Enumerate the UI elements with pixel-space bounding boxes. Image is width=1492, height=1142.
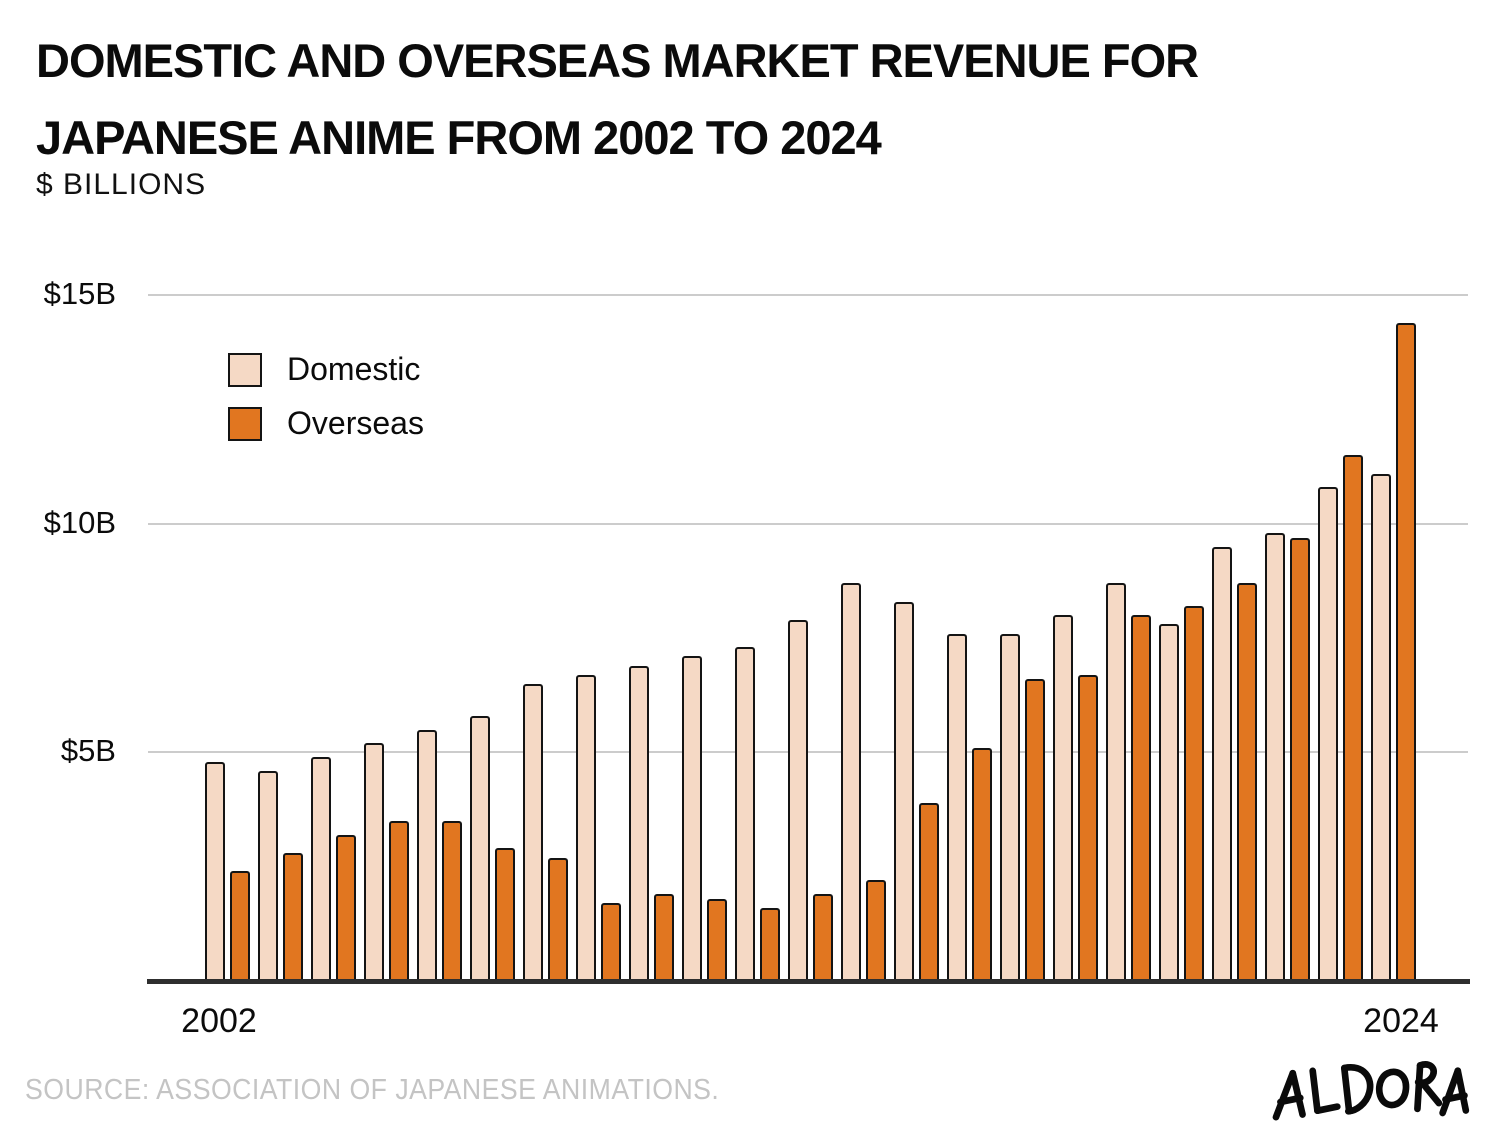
gridline-5b [148, 751, 1468, 754]
legend-label-overseas: Overseas [287, 405, 424, 441]
x-axis-line [147, 979, 1470, 984]
source-attribution: SOURCE: ASSOCIATION OF JAPANESE ANIMATIO… [25, 1074, 720, 1106]
bar-overseas-2022 [1289, 538, 1310, 981]
bar-overseas-2012 [759, 908, 780, 981]
bar-overseas-2018 [1077, 675, 1098, 981]
bar-overseas-2023 [1342, 455, 1363, 981]
gridline-10b [148, 522, 1468, 525]
bar-domestic-2009 [576, 675, 596, 981]
gridline-15b [148, 294, 1468, 297]
legend-item-domestic: Domestic [228, 351, 420, 388]
bar-domestic-2022 [1265, 533, 1285, 981]
aldora-logo [1272, 1061, 1470, 1121]
bar-overseas-2016 [971, 748, 992, 981]
legend-label-domestic: Domestic [287, 351, 421, 387]
bar-domestic-2007 [470, 716, 490, 981]
legend-swatch-overseas [228, 406, 262, 441]
bar-overseas-2004 [335, 835, 356, 981]
bar-overseas-2013 [812, 894, 833, 981]
bar-domestic-2021 [1212, 547, 1232, 981]
bar-overseas-2024 [1395, 323, 1416, 981]
bar-domestic-2014 [841, 583, 861, 981]
bar-overseas-2017 [1024, 679, 1045, 981]
y-axis-tick-5b: $5B [60, 733, 116, 769]
bar-overseas-2010 [653, 894, 674, 981]
bar-overseas-2011 [706, 899, 727, 981]
bar-overseas-2008 [547, 858, 568, 981]
bar-domestic-2004 [311, 757, 331, 981]
bar-overseas-2002 [229, 871, 250, 981]
bar-domestic-2002 [205, 762, 225, 981]
legend-item-overseas: Overseas [228, 405, 424, 442]
bar-domestic-2015 [894, 602, 914, 981]
bar-domestic-2005 [364, 743, 384, 981]
bar-domestic-2020 [1159, 624, 1179, 981]
y-axis-tick-15b: $15B [43, 276, 116, 312]
bar-domestic-2006 [417, 730, 437, 981]
axis-unit-label: $ BILLIONS [36, 168, 207, 201]
bar-overseas-2019 [1130, 615, 1151, 981]
bar-overseas-2014 [865, 880, 886, 981]
bar-domestic-2013 [788, 620, 808, 981]
bar-overseas-2003 [282, 853, 303, 981]
page-title: DOMESTIC AND OVERSEAS MARKET REVENUE FOR… [36, 22, 1466, 176]
bar-domestic-2010 [629, 666, 649, 981]
bar-overseas-2020 [1183, 606, 1204, 981]
bar-domestic-2008 [523, 684, 543, 981]
bar-domestic-2016 [947, 634, 967, 981]
title-line-1: DOMESTIC AND OVERSEAS MARKET REVENUE FOR [36, 34, 1199, 87]
bar-overseas-2005 [388, 821, 409, 981]
bar-domestic-2023 [1318, 487, 1338, 981]
x-axis-tick-2002: 2002 [181, 1002, 257, 1040]
x-axis-tick-2024: 2024 [1363, 1002, 1439, 1040]
bar-overseas-2021 [1236, 583, 1257, 981]
legend-swatch-domestic [228, 352, 262, 387]
title-line-2: JAPANESE ANIME FROM 2002 TO 2024 [36, 111, 882, 164]
bar-overseas-2007 [494, 848, 515, 981]
bar-domestic-2017 [1000, 634, 1020, 981]
bar-domestic-2018 [1053, 615, 1073, 981]
bar-domestic-2003 [258, 771, 278, 981]
bar-domestic-2019 [1106, 583, 1126, 981]
bar-domestic-2011 [682, 656, 702, 981]
bar-overseas-2006 [441, 821, 462, 981]
bar-overseas-2015 [918, 803, 939, 981]
bar-overseas-2009 [600, 903, 621, 981]
bar-domestic-2024 [1371, 474, 1391, 981]
bar-domestic-2012 [735, 647, 755, 981]
y-axis-tick-10b: $10B [43, 504, 116, 540]
